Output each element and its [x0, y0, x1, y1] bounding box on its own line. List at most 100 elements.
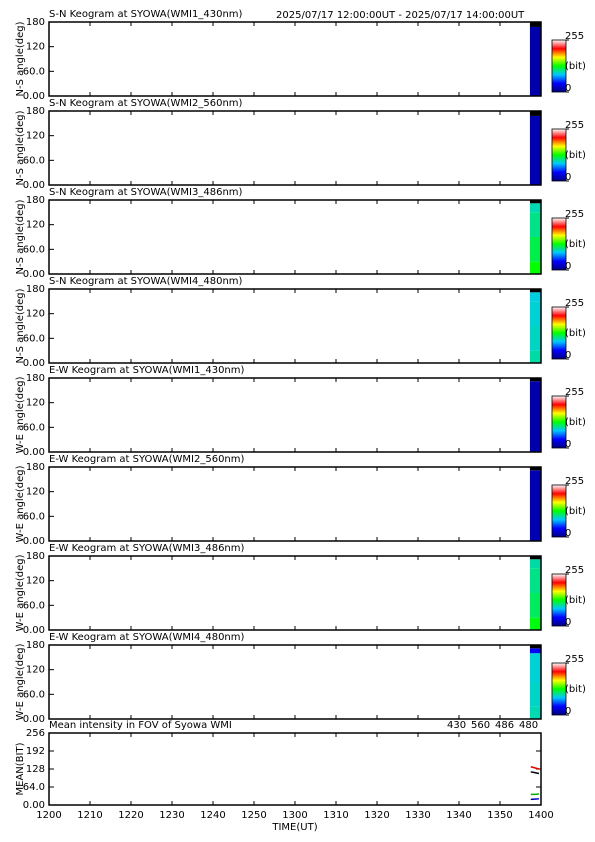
plot-frame [48, 288, 542, 364]
y-tick-label: 120 [26, 42, 45, 53]
colorbar-label: (bit) [565, 328, 586, 339]
colorbar-label: (bit) [565, 61, 586, 72]
plot-frame [48, 199, 542, 275]
series-line [530, 798, 540, 801]
colorbar [551, 484, 567, 538]
panel-title: S-N Keogram at SYOWA(WMI3_486nm) [49, 187, 243, 198]
colorbar-tick-label: 255 [565, 654, 584, 665]
keogram-cell [529, 617, 541, 630]
y-tick-label: 0.00 [23, 91, 45, 102]
y-axis-label: N-S angle(deg) [15, 199, 26, 274]
x-tick-label: 1210 [77, 810, 102, 821]
y-axis-label: W-E angle(deg) [15, 643, 26, 720]
colorbar [551, 217, 567, 271]
legend-entry: 430 [447, 720, 466, 731]
keogram-cell [529, 289, 541, 293]
y-tick-label: 60.0 [23, 333, 45, 344]
colorbar-tick-label: 255 [565, 565, 584, 576]
x-tick-label: 1240 [200, 810, 225, 821]
panel-title: E-W Keogram at SYOWA(WMI4_480nm) [49, 632, 245, 643]
y-axis-label: W-E angle(deg) [15, 465, 26, 542]
keogram-cell [529, 593, 541, 618]
y-tick-label: 180 [26, 195, 45, 206]
y-tick-label: 120 [26, 576, 45, 587]
keogram-cell [529, 467, 541, 471]
y-axis-label: W-E angle(deg) [15, 554, 26, 631]
series-line [530, 766, 540, 770]
keogram-cell [529, 648, 541, 654]
y-tick-label: 0.00 [23, 358, 45, 369]
colorbar-tick-label: 0 [565, 172, 571, 183]
colorbar [551, 395, 567, 449]
keogram-cell [529, 378, 541, 382]
y-axis-label: N-S angle(deg) [15, 110, 26, 185]
legend-entry: 486 [495, 720, 514, 731]
y-tick-label: 120 [26, 131, 45, 142]
plot-frame [48, 555, 542, 631]
colorbar-label: (bit) [565, 417, 586, 428]
y-tick-label: 60.0 [23, 155, 45, 166]
keogram-cell [529, 350, 541, 363]
y-tick-label: 0.00 [23, 269, 45, 280]
y-tick-label: 180 [26, 373, 45, 384]
x-tick-label: 1400 [528, 810, 553, 821]
x-tick-label: 1350 [487, 810, 512, 821]
keogram-cell [529, 682, 541, 707]
y-tick-label: 120 [26, 309, 45, 320]
series-line [530, 771, 540, 775]
colorbar-label: (bit) [565, 150, 586, 161]
y-tick-label: 256 [26, 728, 45, 739]
keogram-cell [529, 559, 541, 569]
plot-frame [48, 21, 542, 97]
keogram-cell [529, 301, 541, 326]
y-tick-label: 180 [26, 640, 45, 651]
period: 2025/07/17 12:00:00UT - 2025/07/17 14:00… [276, 10, 525, 21]
plot-frame [48, 644, 542, 720]
keogram-cell [529, 115, 541, 185]
x-tick-label: 1310 [323, 810, 348, 821]
y-tick-label: 0.00 [23, 714, 45, 725]
keogram-cell [529, 653, 541, 682]
legend-entry: 480 [519, 720, 538, 731]
plot-frame [48, 377, 542, 453]
colorbar-tick-label: 0 [565, 439, 571, 450]
plot-frame [48, 466, 542, 542]
y-tick-label: 128 [26, 764, 45, 775]
y-tick-label: 180 [26, 106, 45, 117]
x-axis-label: TIME(UT) [271, 822, 317, 833]
colorbar-tick-label: 255 [565, 387, 584, 398]
y-tick-label: 180 [26, 462, 45, 473]
y-tick-label: 60.0 [23, 244, 45, 255]
y-tick-label: 120 [26, 220, 45, 231]
y-tick-label: 180 [26, 284, 45, 295]
colorbar-tick-label: 255 [565, 298, 584, 309]
panel-title: S-N Keogram at SYOWA(WMI4_480nm) [49, 276, 243, 287]
y-tick-label: 192 [26, 746, 45, 757]
panel-title: E-W Keogram at SYOWA(WMI1_430nm) [49, 365, 245, 376]
colorbar [551, 306, 567, 360]
y-tick-label: 180 [26, 17, 45, 28]
keogram-cell [529, 706, 541, 719]
y-tick-label: 60.0 [23, 600, 45, 611]
x-tick-label: 1250 [241, 810, 266, 821]
y-tick-label: 0.00 [23, 536, 45, 547]
y-tick-label: 60.0 [23, 66, 45, 77]
x-tick-label: 1230 [159, 810, 184, 821]
y-axis-label: N-S angle(deg) [15, 21, 26, 96]
colorbar-tick-label: 0 [565, 261, 571, 272]
keogram-cell [529, 26, 541, 96]
y-tick-label: 120 [26, 398, 45, 409]
keogram-cell [529, 381, 541, 452]
x-tick-label: 1200 [36, 810, 61, 821]
legend-entry: 560 [471, 720, 490, 731]
keogram-cell [529, 645, 541, 649]
y-tick-label: 60.0 [23, 689, 45, 700]
colorbar-tick-label: 255 [565, 209, 584, 220]
panel-title: E-W Keogram at SYOWA(WMI3_486nm) [49, 543, 245, 554]
y-tick-label: 0.00 [23, 625, 45, 636]
colorbar-tick-label: 0 [565, 83, 571, 94]
y-tick-label: 0.00 [23, 180, 45, 191]
colorbar [551, 573, 567, 627]
colorbar-label: (bit) [565, 239, 586, 250]
